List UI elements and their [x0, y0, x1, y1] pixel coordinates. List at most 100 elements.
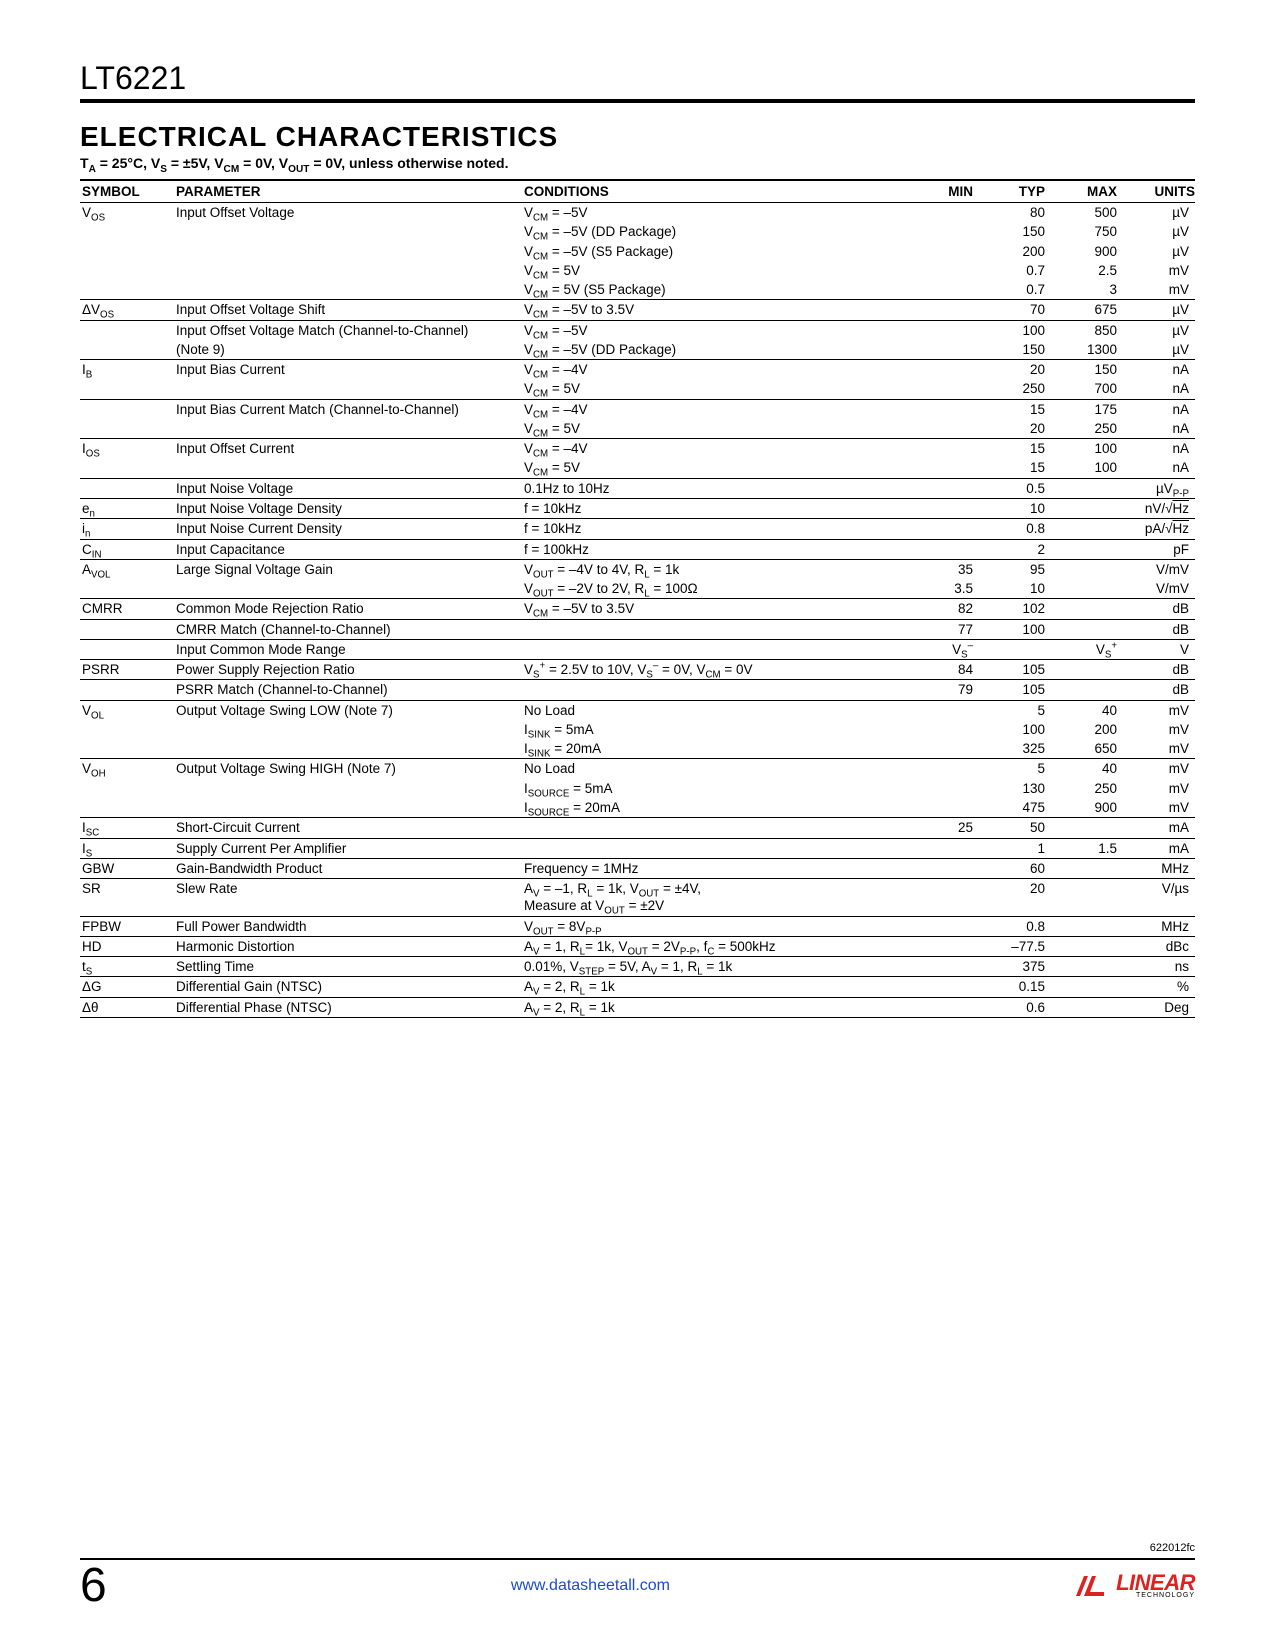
cell-min: [907, 798, 979, 818]
cell-units: dB: [1123, 680, 1195, 700]
cell-symbol: en: [80, 498, 174, 518]
col-min: MIN: [907, 180, 979, 203]
table-row: (Note 9)VCM = –5V (DD Package)1501300µV: [80, 340, 1195, 360]
cell-conditions: AV = 2, RL = 1k: [522, 977, 907, 997]
cell-conditions: ISOURCE = 20mA: [522, 798, 907, 818]
cell-conditions: VCM = –4V: [522, 439, 907, 459]
cell-typ: 50: [979, 818, 1051, 838]
cell-parameter: [174, 720, 522, 739]
table-row: VCM = 5V0.72.5mV: [80, 261, 1195, 280]
cell-typ: 70: [979, 300, 1051, 320]
cell-min: 35: [907, 559, 979, 579]
cell-parameter: [174, 739, 522, 759]
cell-typ: 0.8: [979, 519, 1051, 539]
cell-max: [1051, 957, 1123, 977]
table-row: PSRRPower Supply Rejection RatioVS+ = 2.…: [80, 660, 1195, 680]
cell-units: mV: [1123, 700, 1195, 720]
cell-conditions: VCM = –5V: [522, 203, 907, 223]
cell-typ: 5: [979, 700, 1051, 720]
cell-parameter: Input Offset Current: [174, 439, 522, 459]
cell-min: [907, 858, 979, 878]
cell-typ: 102: [979, 599, 1051, 619]
table-row: enInput Noise Voltage Densityf = 10kHz10…: [80, 498, 1195, 518]
cell-conditions: VCM = –5V (S5 Package): [522, 242, 907, 261]
table-row: IOSInput Offset CurrentVCM = –4V15100nA: [80, 439, 1195, 459]
table-header-row: SYMBOL PARAMETER CONDITIONS MIN TYP MAX …: [80, 180, 1195, 203]
cell-min: 79: [907, 680, 979, 700]
cell-min: [907, 700, 979, 720]
cell-conditions: 0.01%, VSTEP = 5V, AV = 1, RL = 1k: [522, 957, 907, 977]
cell-max: [1051, 478, 1123, 498]
table-row: CMRRCommon Mode Rejection RatioVCM = –5V…: [80, 599, 1195, 619]
cell-units: mA: [1123, 838, 1195, 858]
linear-logo-icon: [1074, 1571, 1110, 1601]
cell-units: mA: [1123, 818, 1195, 838]
cell-max: 750: [1051, 222, 1123, 241]
cell-parameter: [174, 419, 522, 439]
table-row: ISSupply Current Per Amplifier11.5mA: [80, 838, 1195, 858]
cell-symbol: IOS: [80, 439, 174, 459]
cell-units: MHz: [1123, 858, 1195, 878]
table-row: FPBWFull Power BandwidthVOUT = 8VP-P0.8M…: [80, 916, 1195, 936]
cell-typ: 95: [979, 559, 1051, 579]
cell-min: VS–: [907, 639, 979, 659]
cell-symbol: FPBW: [80, 916, 174, 936]
cell-min: [907, 916, 979, 936]
cell-min: [907, 360, 979, 380]
cell-conditions: ISINK = 5mA: [522, 720, 907, 739]
cell-conditions: VCM = –5V (DD Package): [522, 340, 907, 360]
cell-symbol: CIN: [80, 539, 174, 559]
cell-max: 700: [1051, 379, 1123, 399]
cell-max: [1051, 579, 1123, 599]
table-row: VCM = –5V (DD Package)150750µV: [80, 222, 1195, 241]
cell-typ: 15: [979, 439, 1051, 459]
cell-units: µV: [1123, 300, 1195, 320]
cell-min: [907, 203, 979, 223]
cell-parameter: Input Offset Voltage Match (Channel-to-C…: [174, 320, 522, 340]
table-row: VCM = –5V (S5 Package)200900µV: [80, 242, 1195, 261]
cell-max: [1051, 879, 1123, 917]
cell-units: mV: [1123, 739, 1195, 759]
cell-parameter: [174, 798, 522, 818]
cell-parameter: Harmonic Distortion: [174, 936, 522, 956]
cell-units: mV: [1123, 280, 1195, 300]
cell-max: [1051, 539, 1123, 559]
cell-parameter: Common Mode Rejection Ratio: [174, 599, 522, 619]
cell-symbol: [80, 458, 174, 478]
cell-symbol: [80, 320, 174, 340]
test-conditions: TA = 25°C, VS = ±5V, VCM = 0V, VOUT = 0V…: [80, 155, 1195, 171]
cell-min: [907, 997, 979, 1017]
cell-max: 675: [1051, 300, 1123, 320]
cell-parameter: [174, 261, 522, 280]
cell-units: Deg: [1123, 997, 1195, 1017]
cell-units: µV: [1123, 320, 1195, 340]
cell-units: mV: [1123, 261, 1195, 280]
cell-typ: 250: [979, 379, 1051, 399]
cell-typ: –77.5: [979, 936, 1051, 956]
cell-conditions: VOUT = –4V to 4V, RL = 1k: [522, 559, 907, 579]
cell-typ: 80: [979, 203, 1051, 223]
doc-ref: 622012fc: [80, 1542, 1195, 1554]
cell-parameter: Input Offset Voltage: [174, 203, 522, 223]
cell-max: 250: [1051, 419, 1123, 439]
cell-conditions: VS+ = 2.5V to 10V, VS– = 0V, VCM = 0V: [522, 660, 907, 680]
cell-conditions: f = 10kHz: [522, 498, 907, 518]
cell-symbol: IB: [80, 360, 174, 380]
cell-units: nA: [1123, 379, 1195, 399]
cell-symbol: CMRR: [80, 599, 174, 619]
cell-min: [907, 539, 979, 559]
cell-symbol: [80, 639, 174, 659]
cell-max: 100: [1051, 458, 1123, 478]
cell-conditions: [522, 818, 907, 838]
cell-typ: 375: [979, 957, 1051, 977]
cell-symbol: [80, 680, 174, 700]
cell-min: 3.5: [907, 579, 979, 599]
cell-min: [907, 720, 979, 739]
datasheet-page: LT6221 ELECTRICAL CHARACTERISTICS TA = 2…: [0, 0, 1275, 1640]
cell-symbol: IS: [80, 838, 174, 858]
cell-parameter: Power Supply Rejection Ratio: [174, 660, 522, 680]
table-row: ISINK = 20mA325650mV: [80, 739, 1195, 759]
cell-symbol: VOH: [80, 759, 174, 779]
table-row: ΔθDifferential Phase (NTSC)AV = 2, RL = …: [80, 997, 1195, 1017]
cell-max: [1051, 559, 1123, 579]
